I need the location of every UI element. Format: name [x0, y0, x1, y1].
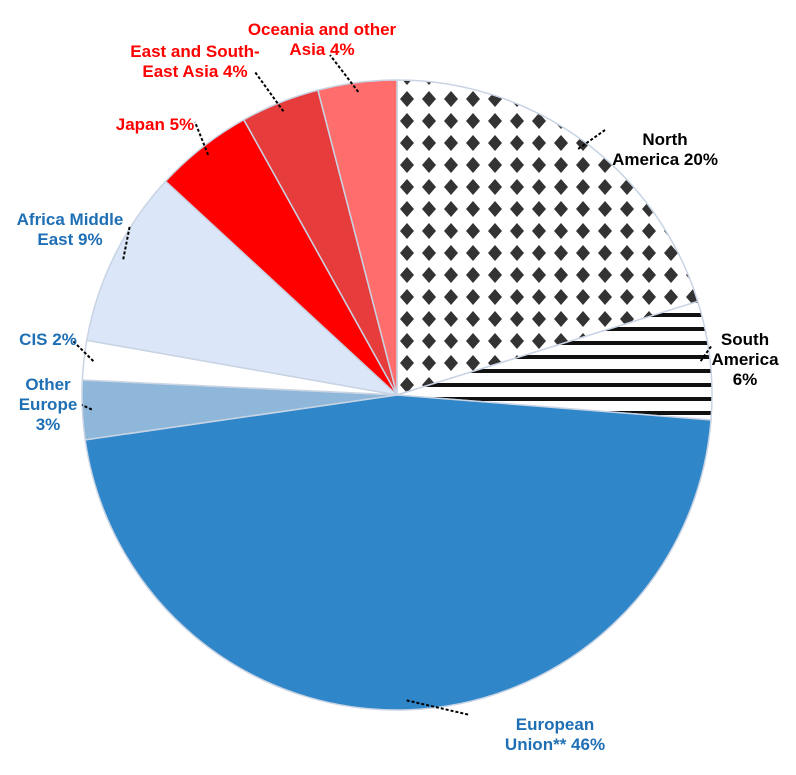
- value-label: 9%: [78, 230, 103, 249]
- leader-line: [406, 699, 471, 716]
- value-label: 46%: [571, 735, 606, 754]
- leader-line: [254, 71, 285, 112]
- value-label: 6%: [732, 370, 758, 389]
- category-label: North America: [612, 130, 688, 169]
- category-label: South America: [711, 330, 779, 369]
- slice-label: European Union** 46%: [500, 715, 610, 755]
- category-label: Other Europe: [18, 375, 78, 414]
- value-label: 3%: [35, 415, 61, 434]
- category-label: CIS: [19, 330, 48, 349]
- value-label: 5%: [169, 115, 195, 134]
- slice-label: South America 6%: [700, 330, 790, 390]
- slice-label: Africa Middle East 9%: [0, 210, 140, 250]
- leader-line: [122, 224, 131, 260]
- category-label: Oceania and other Asia: [247, 20, 397, 59]
- category-label: East and South-East Asia: [130, 42, 260, 81]
- leader-line: [194, 121, 210, 156]
- value-label: 4%: [223, 62, 248, 81]
- category-label: Japan: [115, 115, 165, 134]
- leader-line: [699, 344, 713, 362]
- category-label: European Union**: [504, 715, 595, 754]
- category-label: Africa Middle East: [16, 210, 124, 249]
- leader-line: [81, 404, 93, 411]
- leader-line: [329, 54, 360, 93]
- slice-label: Other Europe 3%: [8, 375, 88, 435]
- value-label: 2%: [52, 330, 77, 349]
- slice-label: CIS 2%: [8, 330, 88, 350]
- pie-slice: [85, 180, 400, 397]
- leader-line: [71, 339, 95, 362]
- slice-label: East and South-East Asia 4%: [130, 42, 260, 82]
- pie-slice: [396, 79, 699, 397]
- slice-label: North America 20%: [610, 130, 720, 170]
- value-label: 20%: [683, 150, 718, 169]
- leader-line: [577, 129, 606, 150]
- slice-label: Oceania and other Asia 4%: [247, 20, 397, 60]
- value-label: 4%: [330, 40, 355, 59]
- pie-slice: [316, 79, 398, 396]
- pie-slice: [396, 300, 713, 421]
- slice-label: Japan 5%: [115, 115, 195, 135]
- pie-slice: [84, 394, 712, 711]
